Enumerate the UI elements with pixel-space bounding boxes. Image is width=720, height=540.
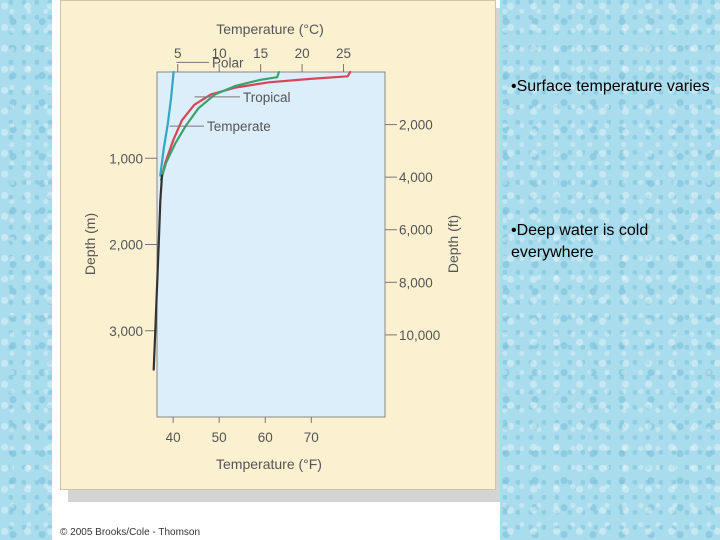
bottom-tick-label: 60 [258, 430, 273, 445]
bottom-tick-label: 50 [212, 430, 227, 445]
series-line-polar [159, 70, 175, 177]
top-tick-label: 20 [295, 46, 310, 61]
top-tick-label: 10 [212, 46, 227, 61]
bottom-axis-title: Temperature (°F) [216, 456, 322, 472]
left-tick-label: 3,000 [109, 324, 143, 339]
bullet-deep-water: •Deep water is cold everywhere [511, 222, 649, 261]
bottom-tick-label: 40 [166, 430, 181, 445]
right-tick-label: 10,000 [399, 328, 440, 343]
right-tick-label: 2,000 [399, 118, 433, 133]
left-tick-label: 1,000 [109, 151, 143, 166]
series-line-deep [152, 174, 164, 371]
right-tick-label: 4,000 [399, 170, 433, 185]
series-label-temperate: Temperate [207, 119, 271, 134]
series-line-tropical [160, 70, 352, 181]
right-tick-label: 8,000 [399, 275, 433, 290]
bottom-tick-label: 70 [304, 430, 319, 445]
top-tick-label: 25 [336, 46, 351, 61]
left-tick-label: 2,000 [109, 238, 143, 253]
right-tick-label: 6,000 [399, 223, 433, 238]
series-label-tropical: Tropical [243, 90, 291, 105]
copyright-notice: © 2005 Brooks/Cole - Thomson [60, 527, 201, 538]
left-axis-title: Depth (m) [82, 213, 98, 275]
top-axis-title: Temperature (°C) [216, 21, 324, 37]
plot-area [156, 71, 386, 418]
depth-temperature-chart: 5 10 15 20 25 40 50 60 70 1,000 2,000 3,000 2,000 4,0… [82, 21, 461, 472]
series-label-polar: Polar [212, 55, 244, 70]
right-axis-title: Depth (ft) [445, 215, 461, 273]
top-tick-label: 5 [174, 46, 182, 61]
series-line-temperate [160, 70, 280, 181]
bullet-surface-temperature: •Surface temperature varies [511, 78, 710, 95]
top-tick-label: 15 [253, 46, 268, 61]
